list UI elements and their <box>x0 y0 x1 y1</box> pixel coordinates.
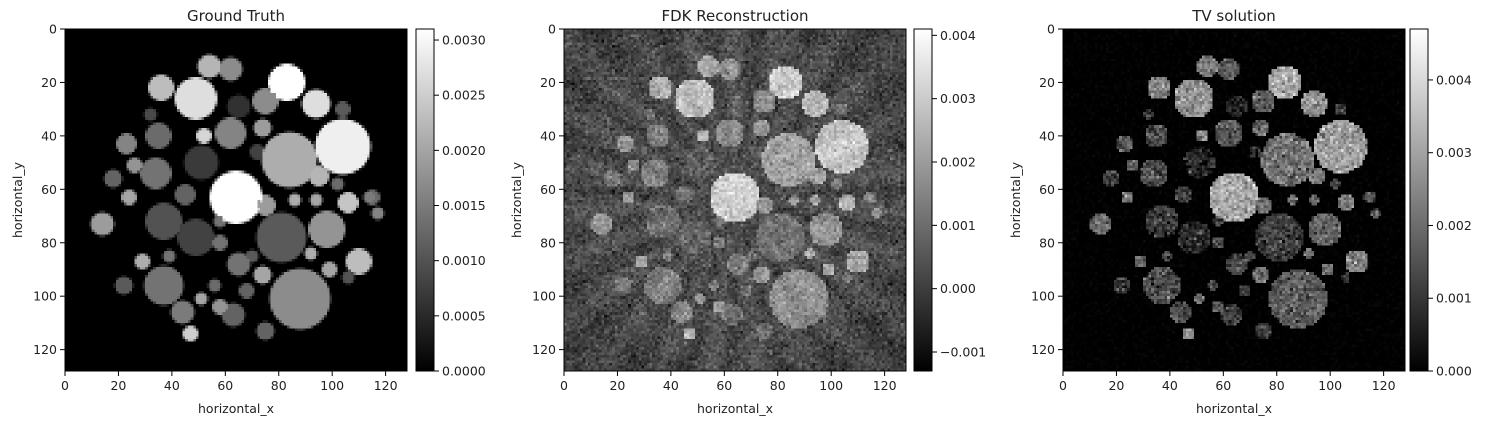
y-tick-label: 80 <box>540 235 556 250</box>
x-tick-label: 20 <box>609 378 625 393</box>
y-tick-label: 60 <box>41 182 57 197</box>
colorbar-tick-label: 0.000 <box>940 281 976 296</box>
colorbar-tick-label: 0.0000 <box>442 364 486 379</box>
colorbar-tick-label: 0.0005 <box>442 308 486 323</box>
x-tick-label: 80 <box>770 378 786 393</box>
heatmap-image-1 <box>65 29 407 371</box>
colorbar-tick-label: 0.004 <box>1436 72 1472 87</box>
y-axis-label-2: horizontal_y <box>509 161 524 238</box>
x-tick-label: 40 <box>1162 378 1178 393</box>
y-axis-label-1: horizontal_y <box>10 161 25 238</box>
colorbar-tick-label: 0.002 <box>1436 218 1472 233</box>
colorbar-tick-label: 0.001 <box>940 218 976 233</box>
x-tick-label: 80 <box>271 378 287 393</box>
x-tick-label: 100 <box>819 378 843 393</box>
y-tick-label: 0 <box>1047 22 1055 37</box>
x-tick-label: 120 <box>1372 378 1396 393</box>
x-axis-label-2: horizontal_x <box>697 401 773 416</box>
plot-frame-1 <box>64 28 408 372</box>
x-tick-label: 0 <box>560 378 568 393</box>
x-tick-label: 60 <box>716 378 732 393</box>
x-tick-label: 20 <box>110 378 126 393</box>
y-tick-label: 120 <box>1031 342 1055 357</box>
x-tick-label: 60 <box>1215 378 1231 393</box>
y-axis-label-3: horizontal_y <box>1008 161 1023 238</box>
colorbar-tick-label: 0.004 <box>940 28 976 43</box>
colorbar-tick-label: 0.0010 <box>442 253 486 268</box>
x-tick-label: 100 <box>320 378 344 393</box>
chart-title-3: TV solution <box>1191 7 1276 25</box>
colorbar-1 <box>415 28 435 372</box>
colorbar-tick-label: 0.003 <box>940 91 976 106</box>
x-tick-label: 40 <box>663 378 679 393</box>
y-tick-label: 60 <box>540 182 556 197</box>
x-tick-label: 20 <box>1108 378 1124 393</box>
x-axis-label-3: horizontal_x <box>1196 401 1272 416</box>
heatmap-image-3 <box>1063 29 1405 371</box>
colorbar-tick-label: 0.0030 <box>442 33 486 48</box>
x-tick-label: 0 <box>1059 378 1067 393</box>
colorbar-2 <box>913 28 933 372</box>
y-tick-label: 120 <box>33 342 57 357</box>
x-axis-label-1: horizontal_x <box>198 401 274 416</box>
colorbar-tick-label: −0.001 <box>940 345 986 360</box>
y-tick-label: 40 <box>41 128 57 143</box>
y-tick-label: 40 <box>540 128 556 143</box>
y-tick-label: 100 <box>1031 289 1055 304</box>
x-tick-label: 0 <box>61 378 69 393</box>
chart-title-2: FDK Reconstruction <box>661 7 808 25</box>
y-tick-label: 60 <box>1039 182 1055 197</box>
x-tick-label: 40 <box>164 378 180 393</box>
chart-title-1: Ground Truth <box>187 7 285 25</box>
y-tick-label: 40 <box>1039 128 1055 143</box>
x-tick-label: 100 <box>1318 378 1342 393</box>
x-tick-label: 120 <box>374 378 398 393</box>
x-tick-label: 80 <box>1269 378 1285 393</box>
y-tick-label: 120 <box>532 342 556 357</box>
colorbar-tick-label: 0.001 <box>1436 291 1472 306</box>
colorbar-tick-label: 0.0025 <box>442 88 486 103</box>
colorbar-tick-label: 0.0015 <box>442 198 486 213</box>
x-tick-label: 120 <box>873 378 897 393</box>
y-tick-label: 80 <box>41 235 57 250</box>
colorbar-tick-label: 0.000 <box>1436 364 1472 379</box>
colorbar-tick-label: 0.0020 <box>442 143 486 158</box>
y-tick-label: 100 <box>33 289 57 304</box>
colorbar-tick-label: 0.002 <box>940 155 976 170</box>
heatmap-image-2 <box>564 29 906 371</box>
y-tick-label: 20 <box>1039 75 1055 90</box>
plot-frame-2 <box>563 28 907 372</box>
x-tick-label: 60 <box>217 378 233 393</box>
y-tick-label: 80 <box>1039 235 1055 250</box>
y-tick-label: 20 <box>540 75 556 90</box>
plot-frame-3 <box>1062 28 1406 372</box>
colorbar-tick-label: 0.003 <box>1436 145 1472 160</box>
y-tick-label: 20 <box>41 75 57 90</box>
colorbar-3 <box>1409 28 1429 372</box>
y-tick-label: 100 <box>532 289 556 304</box>
y-tick-label: 0 <box>548 22 556 37</box>
y-tick-label: 0 <box>49 22 57 37</box>
